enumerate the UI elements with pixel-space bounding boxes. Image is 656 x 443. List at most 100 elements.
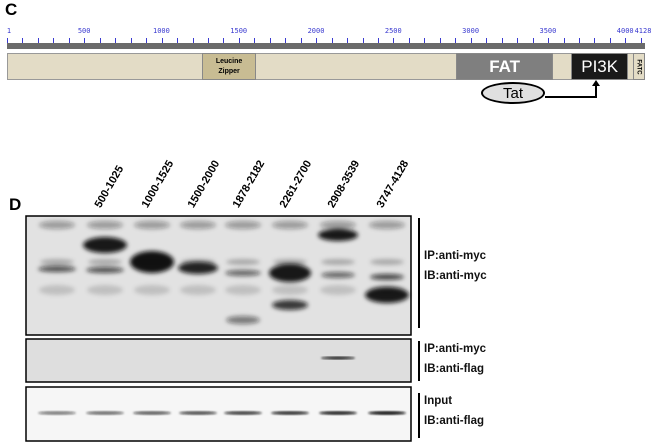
ruler-tick xyxy=(254,38,256,43)
band xyxy=(271,411,309,415)
band xyxy=(273,259,307,265)
blot-2-label: IP:anti-myc IB:anti-flag xyxy=(424,339,486,379)
ruler-tick xyxy=(130,38,132,43)
blot-1-label: IP:anti-myc IB:anti-myc xyxy=(424,246,487,286)
ruler-tick xyxy=(269,38,271,43)
ruler-tick xyxy=(347,38,349,43)
band xyxy=(225,285,261,295)
band xyxy=(272,221,308,229)
panel-c-label: C xyxy=(5,0,18,19)
band xyxy=(39,285,75,295)
blot-3-bracket xyxy=(418,393,420,438)
band xyxy=(368,411,406,415)
panel-d-label: D xyxy=(9,195,22,214)
ruler-tick xyxy=(115,38,117,43)
domain-fatc: FATC xyxy=(632,53,645,80)
domain-leucine-zipper: Leucine Zipper xyxy=(202,53,256,80)
ruler-tick xyxy=(53,38,55,43)
band xyxy=(130,251,174,273)
ip-label: IP:anti-myc xyxy=(424,343,486,355)
ruler-tick xyxy=(563,38,565,43)
ruler-tick xyxy=(238,38,240,43)
band xyxy=(134,285,170,295)
band xyxy=(87,221,123,229)
domain-label: Zipper xyxy=(218,67,240,75)
ruler-tick xyxy=(393,38,395,43)
band xyxy=(38,411,76,415)
ruler-tick xyxy=(7,38,8,43)
domain-label: FATC xyxy=(635,58,642,75)
tat-label: Tat xyxy=(502,84,523,102)
band xyxy=(134,221,170,229)
ib-label: IB:anti-flag xyxy=(424,363,485,375)
ruler-tick xyxy=(37,38,39,43)
band xyxy=(320,285,356,295)
band xyxy=(365,287,409,303)
domain-label: PI3K xyxy=(581,56,619,76)
band xyxy=(319,411,357,415)
band xyxy=(39,221,75,229)
tat-ellipse: Tat xyxy=(481,82,545,104)
band xyxy=(369,221,405,229)
ruler-tick xyxy=(548,38,550,43)
ruler-tick xyxy=(177,38,179,43)
scale-label: 4000 xyxy=(616,27,634,35)
input-label: Input xyxy=(424,395,453,407)
band xyxy=(83,237,127,253)
band xyxy=(272,300,308,310)
ruler-tick xyxy=(455,38,457,43)
band xyxy=(86,267,124,273)
scale-label: 1000 xyxy=(152,27,170,35)
ruler-tick xyxy=(161,38,163,43)
blot-3-label: Input IB:anti-flag xyxy=(424,391,484,431)
scale-label: 1500 xyxy=(230,27,248,35)
ruler-tick xyxy=(300,38,302,43)
ruler-tick xyxy=(362,38,364,43)
domain-pi3k: PI3K xyxy=(571,53,629,80)
band xyxy=(180,285,216,295)
band xyxy=(224,411,262,415)
band xyxy=(321,272,355,278)
ruler-tick xyxy=(439,38,441,43)
scale-label: 500 xyxy=(77,27,91,35)
band xyxy=(38,266,76,272)
ruler-tick xyxy=(578,38,580,43)
band xyxy=(370,259,404,265)
band xyxy=(318,229,358,241)
domain-label: FAT xyxy=(489,56,521,76)
ruler-tick xyxy=(408,38,410,43)
scale-label: 1 xyxy=(6,27,12,35)
ib-label: IB:anti-flag xyxy=(424,415,485,427)
ruler-tick xyxy=(640,38,642,43)
ruler-tick xyxy=(99,38,101,43)
band xyxy=(269,264,311,282)
domain-fat: FAT xyxy=(455,53,554,80)
ruler-tick xyxy=(532,38,534,43)
ruler-tick xyxy=(470,38,472,43)
ruler-tick xyxy=(424,38,426,43)
ruler-tick xyxy=(146,38,148,43)
band xyxy=(225,270,261,276)
band xyxy=(179,411,217,415)
ruler-tick xyxy=(192,38,194,43)
band xyxy=(272,285,308,295)
band xyxy=(225,221,261,229)
scale-label: 3000 xyxy=(462,27,480,35)
ruler-tick xyxy=(486,38,488,43)
blot-2-bracket xyxy=(418,341,420,381)
blot-2 xyxy=(25,338,412,383)
band xyxy=(178,262,218,274)
scale-label: 4128 xyxy=(634,27,652,35)
ib-label: IB:anti-myc xyxy=(424,270,487,282)
ruler-tick xyxy=(84,38,86,43)
scale-label: 3500 xyxy=(539,27,557,35)
band xyxy=(226,259,260,265)
band xyxy=(40,259,74,265)
ruler-tick xyxy=(594,38,596,43)
ruler-tick xyxy=(285,38,287,43)
ip-label: IP:anti-myc xyxy=(424,250,486,262)
scale-label: 2000 xyxy=(307,27,325,35)
scale-label: 2500 xyxy=(384,27,402,35)
band xyxy=(180,221,216,229)
